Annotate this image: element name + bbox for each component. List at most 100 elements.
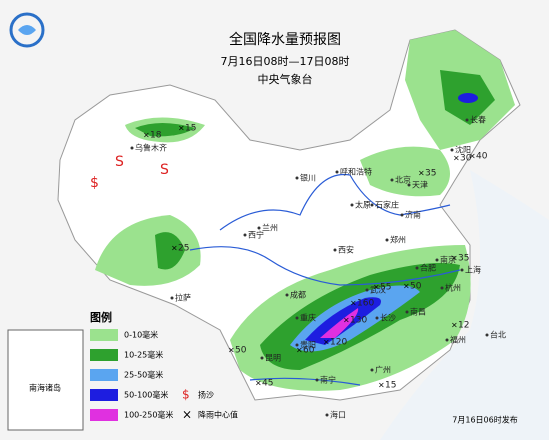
city-dot <box>365 288 369 292</box>
city-label: 武汉 <box>370 285 386 295</box>
rain-center-value: 25 <box>178 244 189 254</box>
rain-center-mark: × <box>323 338 330 347</box>
city-label: 杭州 <box>445 283 461 293</box>
rain-center-mark: × <box>418 169 425 178</box>
inset-box <box>7 329 84 431</box>
legend-label: 0-10毫米 <box>124 330 158 340</box>
rain-center-mark: × <box>178 124 185 133</box>
river <box>189 246 461 286</box>
city-dot <box>465 118 469 122</box>
city-dot <box>440 286 444 290</box>
city-dot <box>460 268 464 272</box>
rain-100-250 <box>320 308 359 338</box>
city-dot <box>243 233 247 237</box>
rain-center-mark: × <box>453 154 460 163</box>
rain-center-value: 15 <box>385 381 396 391</box>
city-label: 西安 <box>338 245 354 255</box>
city-dot <box>385 238 389 242</box>
city-label: 兰州 <box>262 223 278 233</box>
rain-center-mark: × <box>403 282 410 291</box>
rain-center-mark: × <box>451 321 458 330</box>
city-dot <box>315 378 319 382</box>
city-dot <box>370 203 374 207</box>
period: 7月16日08时—17日08时 <box>221 55 350 68</box>
city-dot <box>405 310 409 314</box>
city-dot <box>285 293 289 297</box>
rain-center-value: 15 <box>185 124 196 134</box>
city-dot <box>390 178 394 182</box>
issued: 7月16日06时发布 <box>452 415 517 425</box>
city-dot <box>257 226 261 230</box>
rain-center-value: 35 <box>425 169 436 179</box>
sand-symbol: S <box>115 154 124 170</box>
city-label: 拉萨 <box>175 293 191 303</box>
legend-symbol: $ <box>182 388 190 402</box>
city-dot <box>325 413 329 417</box>
rain-center-value: 12 <box>458 321 469 331</box>
city-dot <box>415 266 419 270</box>
sand-marks: S S $ <box>90 154 169 191</box>
rain-10-25 <box>155 232 185 270</box>
city-label: 济南 <box>405 210 421 220</box>
legend-swatch <box>90 369 118 381</box>
city-dot <box>350 203 354 207</box>
city-dot <box>295 176 299 180</box>
city-label: 呼和浩特 <box>340 167 372 177</box>
city-dot <box>130 146 134 150</box>
rain-center-value: 18 <box>150 131 162 141</box>
city-label: 西宁 <box>248 230 264 240</box>
inset-label: 南海诸岛 <box>29 383 61 393</box>
city-label: 南宁 <box>320 375 336 385</box>
legend-label: 50-100毫米 <box>124 390 168 400</box>
rivers <box>189 173 461 386</box>
rain-center-mark: × <box>296 346 303 355</box>
rain-center-mark: × <box>451 254 458 263</box>
legend-label: 100-250毫米 <box>124 410 173 420</box>
city-label: 石家庄 <box>375 200 399 210</box>
river <box>219 173 451 231</box>
rain-center-value: 30 <box>460 154 472 164</box>
city-dot <box>295 316 299 320</box>
legend-symbol: × <box>182 408 192 422</box>
city-label: 南京 <box>440 255 456 265</box>
rain-center-value: 35 <box>458 254 469 264</box>
city-dot <box>370 368 374 372</box>
legend-title: 图例 <box>90 310 112 324</box>
rain-areas <box>95 30 515 391</box>
title: 全国降水量预报图 <box>229 31 341 48</box>
rain-0-10 <box>95 215 201 286</box>
sand-symbol: $ <box>90 175 99 191</box>
labels: × 18× 15× 25× 30× 40× 35× 35× 55 × 50× 160× 130× 120×… <box>130 115 506 420</box>
rain-center-value: 50 <box>410 282 422 292</box>
city-label: 合肥 <box>420 263 436 273</box>
issuer: 中央气象台 <box>258 72 313 86</box>
city-label: 福州 <box>450 336 466 345</box>
rain-center-value: 40 <box>476 152 488 162</box>
rain-center-value: 130 <box>350 316 367 326</box>
city-label: 海口 <box>330 410 346 420</box>
city-label: 上海 <box>465 265 481 275</box>
rain-0-10 <box>360 146 450 197</box>
rain-center-value: 55 <box>380 283 391 293</box>
legend-label: 25-50毫米 <box>124 370 163 380</box>
logo <box>9 12 45 48</box>
rain-center-mark: × <box>228 346 235 355</box>
city-dot <box>485 333 489 337</box>
rain-center-value: 45 <box>262 379 273 389</box>
river <box>249 377 361 386</box>
city-label: 昆明 <box>265 354 281 363</box>
city-label: 南昌 <box>410 307 426 317</box>
city-dot <box>435 258 439 262</box>
city-dot <box>445 338 449 342</box>
city-label: 长沙 <box>380 313 396 323</box>
legend-label: 降雨中心值 <box>198 410 238 420</box>
city-dot <box>407 183 411 187</box>
rain-center-mark: × <box>350 299 357 308</box>
legend: 0-10毫米 10-25毫米 25-50毫米 50-100毫米 100-250毫米 $ 扬沙… <box>90 329 238 422</box>
city-label: 贵阳 <box>300 340 316 350</box>
legend-swatch <box>90 329 118 341</box>
city-label: 乌鲁木齐 <box>135 143 167 153</box>
rain-center-value: 160 <box>357 299 374 309</box>
rain-10-25 <box>135 123 195 137</box>
city-label: 台北 <box>490 330 506 340</box>
